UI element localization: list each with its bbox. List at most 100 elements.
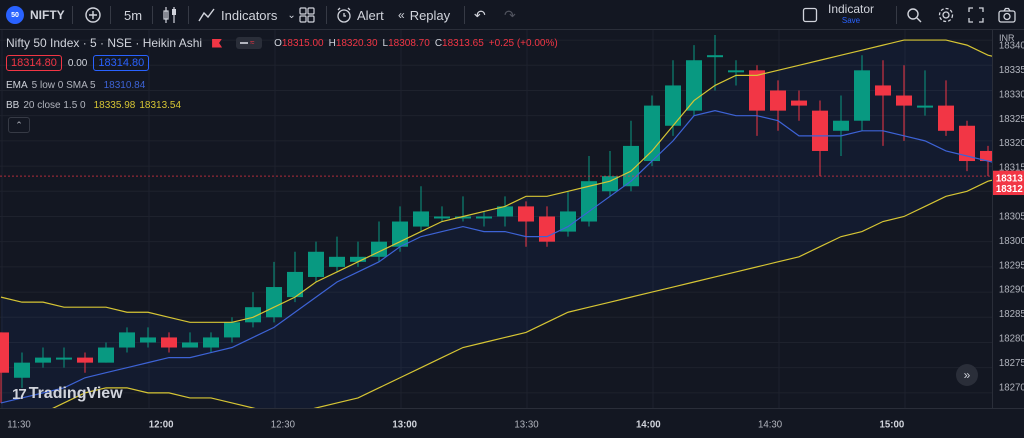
search-button[interactable] [906,0,922,30]
layout-button[interactable]: Indicator Save [802,0,874,30]
candle-body [161,337,177,348]
toolbar-divider [188,6,189,24]
flag-icon[interactable] [212,38,223,48]
grid-icon [299,7,315,23]
candle-body [56,357,72,360]
undo-button[interactable]: ↶ [474,0,486,30]
chart-title[interactable]: Nifty 50 Index · 5 · NSE · Heikin Ashi [6,36,203,50]
alert-button[interactable]: Alert [336,0,384,30]
compare-button[interactable] [84,0,102,30]
candle-body [287,271,303,298]
ohlc-close-label: C [434,37,443,49]
candle-body [119,332,135,348]
ema-name: EMA [6,80,28,91]
candle-body [875,85,891,96]
sell-price-box[interactable]: 18314.80 [6,55,62,71]
fullscreen-icon [968,7,984,23]
interval-label: 5m [124,7,143,23]
ohlc-close: 18313.65 [442,37,484,49]
price-axis[interactable]: 18270 18275 18280 18285 18290 18295 18300 18305… [992,30,1024,408]
tradingview-watermark: 17 TradingView [12,385,123,403]
ema-params: 5 low 0 SMA 5 [31,80,96,91]
candle-body [98,347,114,363]
indicators-button[interactable]: Indicators ⌄ [198,0,296,30]
scroll-to-realtime-button[interactable]: » [956,364,978,386]
bb-params: 20 close 1.5 0 [23,100,86,111]
interval-button[interactable]: 5m [124,0,142,30]
spread-value: 0.00 [67,57,88,69]
quote-row: 18314.80 0.00 18314.80 [6,55,155,71]
prev-close-tag [993,181,1024,196]
collapse-legend-button[interactable]: ⌃ [8,117,30,133]
ohlc-low-label: L [382,37,389,49]
price-tick-label: 18295 [999,260,1024,271]
candle-body [497,206,513,217]
time-tick-label: 15:00 [880,419,905,430]
candle-body [938,105,954,131]
candles-icon [163,7,176,23]
candle-body [266,287,282,318]
time-tick-label: 13:00 [392,419,417,430]
chevron-down-icon: ⌄ [287,9,296,21]
candle-body [959,125,975,162]
candle-body [413,211,429,227]
toolbar-divider [110,6,111,24]
candle-body [0,332,9,373]
time-axis[interactable]: 11:30 12:00 12:30 13:00 13:30 14:00 14:30 15:00 [0,408,1024,438]
price-tick-label: 18300 [999,236,1024,247]
candle-body [686,60,702,111]
candle-body [392,221,408,247]
indicators-label: Indicators [221,7,278,23]
price-tick-label: 18290 [999,285,1024,296]
candle-body [77,357,93,363]
candle-body [707,55,723,58]
time-tick-label: 12:30 [271,419,295,430]
candle-body [350,256,366,262]
fullscreen-button[interactable] [968,0,984,30]
candle-body [518,206,534,222]
redo-button[interactable]: ↷ [504,0,516,30]
legend-title-row: Nifty 50 Index · 5 · NSE · Heikin Ashi ≈… [6,36,558,50]
candle-body [203,337,219,348]
ohlc-low: 18308.70 [388,37,430,49]
chart-type-button[interactable] [162,0,178,30]
candle-body [560,211,576,232]
candle-body [140,337,156,343]
price-tick-label: 18280 [999,334,1024,345]
snapshot-button[interactable] [998,0,1016,30]
candle-body [917,105,933,108]
symbol-search[interactable]: 50 NIFTY [6,0,65,30]
replay-button[interactable]: « Replay [398,0,450,30]
candle-body [980,150,992,162]
candle-body [833,120,849,131]
templates-button[interactable] [299,0,315,30]
bb-upper-value: 18335.98 [93,100,136,111]
candle-body [434,216,450,219]
price-tick-label: 18285 [999,309,1024,320]
ohlc-open: 18315.00 [281,37,324,49]
buy-sell-toggle[interactable]: ≈ [236,37,263,49]
price-tick-label: 18275 [999,358,1024,369]
time-tick-label: 11:30 [7,419,30,430]
price-tick-label: 18330 [999,89,1024,100]
candle-body [749,70,765,111]
candle-body [476,216,492,219]
time-tick-label: 12:00 [149,419,174,430]
last-price-tag-label: 18313 [996,173,1024,184]
price-tick-label: 18320 [999,138,1024,149]
alert-label: Alert [357,7,384,23]
symbol-logo: 50 [6,6,24,24]
ohlc-change: +0.25 (+0.00%) [488,37,558,49]
price-chart[interactable] [0,30,992,408]
candle-body [896,95,912,106]
candle-body [854,70,870,121]
bb-legend[interactable]: BB 20 close 1.5 0 18335.98 18313.54 [6,100,181,111]
candle-body [644,105,660,162]
settings-button[interactable] [937,0,955,30]
replay-label: Replay [409,7,451,23]
ema-legend[interactable]: EMA 5 low 0 SMA 5 18310.84 [6,80,145,91]
camera-icon [998,7,1016,23]
symbol-name: NIFTY [30,8,65,22]
candle-body [14,362,30,378]
buy-price-box[interactable]: 18314.80 [93,55,150,71]
